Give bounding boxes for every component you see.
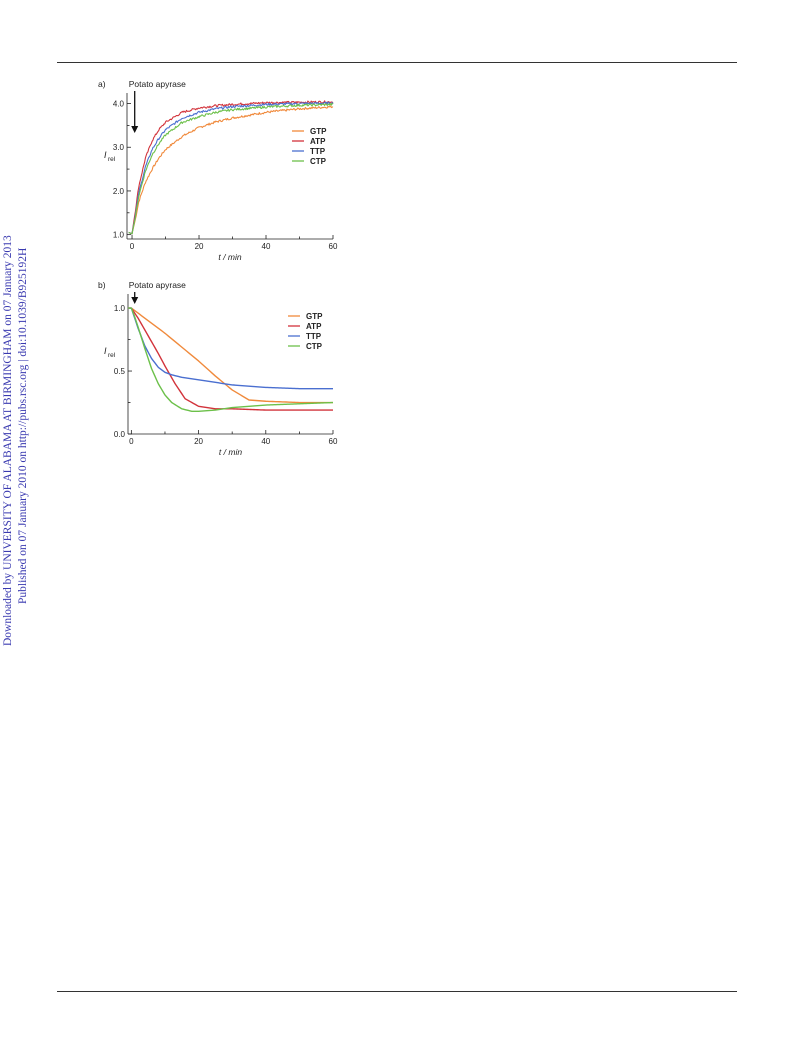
legend-label-gtp: GTP [310,127,327,136]
download-notice-sidebar: Downloaded by UNIVERSITY OF ALABAMA AT B… [0,0,40,1040]
y-tick-label: 0.5 [114,367,126,376]
x-tick-label: 40 [261,437,270,446]
legend-label-ctp: CTP [310,157,327,166]
x-axis-label: t / min [219,447,242,457]
legend-label-atp: ATP [310,137,326,146]
download-notice-line: Downloaded by UNIVERSITY OF ALABAMA AT B… [2,235,14,646]
series-line-gtp [128,307,333,404]
panel-label: b) [98,280,106,290]
legend-label-gtp: GTP [306,312,323,321]
y-axis-label: I [104,346,107,356]
series-line-ctp [128,102,334,235]
legend-label-ctp: CTP [306,342,323,351]
legend-label-atp: ATP [306,322,322,331]
panel-label: a) [98,79,106,89]
header-rule [57,62,737,63]
chart-panel-b: b) Potato apyrase 0 20 40 60 0.0 0.5 1.0 t / min I… [98,280,338,457]
series-line-atp [128,307,333,411]
series-line-ttp [128,101,334,235]
x-tick-label: 60 [329,437,338,446]
x-tick-label: 20 [195,242,204,251]
annotation-arrowhead [131,297,139,304]
series-line-ctp [128,307,334,413]
x-axis-label: t / min [218,252,241,262]
chart-panel-a: a) Potato apyrase 0 20 40 60 1.0 2.0 3.0 4.0 t / m… [98,79,338,262]
series-line-ttp [128,307,333,390]
x-tick-label: 60 [329,242,338,251]
footer-rule [57,991,737,992]
y-axis-label-subscript: rel [108,352,116,359]
y-axis-label: I [104,150,107,160]
x-tick-label: 0 [130,242,135,251]
y-tick-label: 1.0 [114,304,126,313]
figure-two-panels: a) Potato apyrase 0 20 40 60 1.0 2.0 3.0 4.0 t / m… [95,75,345,466]
publication-notice-line: Published on 07 January 2010 on http://p… [17,247,29,604]
annotation-arrowhead [131,126,139,133]
annotation-label: Potato apyrase [129,280,186,290]
y-tick-label: 0.0 [114,430,126,439]
x-tick-label: 40 [262,242,271,251]
x-tick-label: 20 [194,437,203,446]
y-tick-label: 2.0 [113,187,125,196]
series-line-gtp [128,105,334,235]
y-axis-label-subscript: rel [108,156,116,163]
x-tick-label: 0 [129,437,134,446]
y-tick-label: 1.0 [113,231,125,240]
legend-label-ttp: TTP [310,147,326,156]
legend-label-ttp: TTP [306,332,322,341]
y-tick-label: 4.0 [113,100,125,109]
annotation-label: Potato apyrase [129,79,186,89]
y-tick-label: 3.0 [113,143,125,152]
series-line-atp [128,100,334,235]
